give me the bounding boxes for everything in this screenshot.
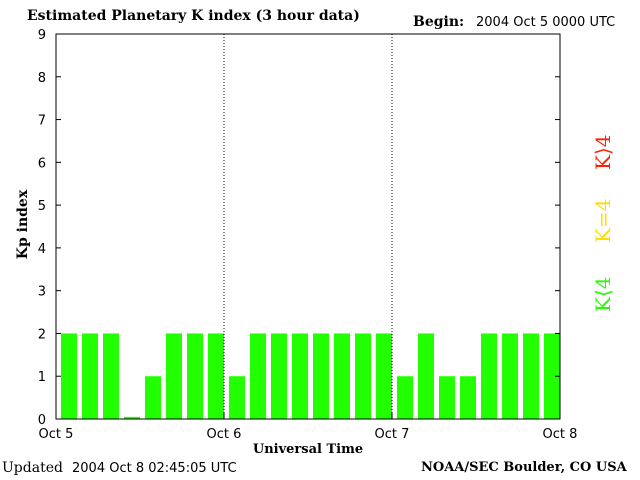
begin-value: 2004 Oct 5 0000 UTC [476,15,616,30]
y-tick-label: 4 [38,242,46,257]
kp-bar [103,333,119,419]
kp-bar [61,333,77,419]
kp-bar [397,376,413,419]
kp-bar [124,416,140,419]
kp-bar [376,333,392,419]
y-tick-label: 3 [38,285,46,300]
y-tick-label: 8 [38,71,46,86]
kp-bar [166,333,182,419]
kp-bar [292,333,308,419]
updated-label: Updated [2,460,63,476]
kp-bar [544,333,560,419]
kp-bar [481,333,497,419]
kp-bar [271,333,287,419]
y-tick-label: 9 [38,28,46,43]
y-tick-label: 2 [38,327,46,342]
x-tick-label: Oct 8 [543,427,578,442]
kp-bar [502,333,518,419]
updated-value: 2004 Oct 8 02:45:05 UTC [72,461,237,476]
kp-bar [355,333,371,419]
source-credit: NOAA/SEC Boulder, CO USA [421,460,627,475]
kp-bar [145,376,161,419]
kp-bar [460,376,476,419]
x-axis-label: Universal Time [253,442,363,457]
y-tick-label: 7 [38,114,46,129]
kp-bar [439,376,455,419]
chart-title: Estimated Planetary K index (3 hour data… [27,8,360,24]
y-tick-label: 5 [38,199,46,214]
kp-bar [187,333,203,419]
x-tick-label: Oct 7 [375,427,410,442]
kp-bar [82,333,98,419]
y-tick-label: 1 [38,370,46,385]
plot-frame [55,33,561,420]
x-tick-label: Oct 5 [39,427,74,442]
kp-bar [229,376,245,419]
y-axis-label: Kp index [15,189,31,259]
kp-bar [334,333,350,419]
begin-label: Begin: [413,14,465,30]
kp-bar [208,333,224,419]
y-tick-label: 6 [38,156,46,171]
legend-low: K⟨4 [591,276,615,312]
kp-bar [313,333,329,419]
kp-bar [250,333,266,419]
kp-bar [523,333,539,419]
y-tick-label: 0 [38,413,46,428]
kp-bar [418,333,434,419]
x-tick-label: Oct 6 [207,427,242,442]
legend-equal: K=4 [591,198,615,243]
legend-high: K⟩4 [591,134,615,170]
